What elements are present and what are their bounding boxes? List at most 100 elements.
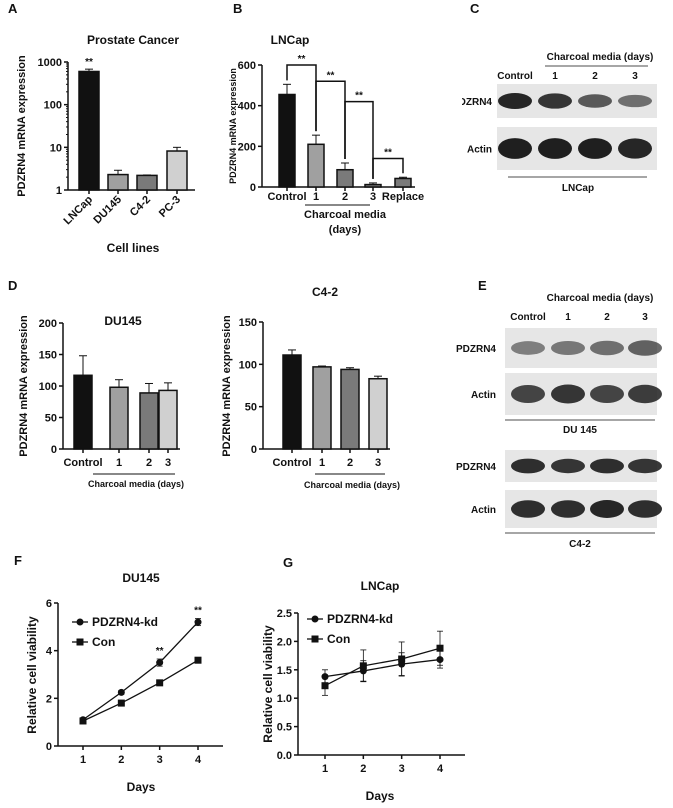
legend-marker — [76, 638, 84, 646]
blot-band — [551, 458, 585, 474]
data-point — [321, 682, 329, 690]
blot-band — [511, 384, 545, 404]
blot-cell-line: C4-2 — [569, 539, 591, 550]
x-tick-label: Control — [272, 457, 311, 469]
series-Con: Con — [307, 630, 444, 696]
legend-marker — [76, 618, 84, 626]
lane-label: 2 — [604, 312, 610, 323]
blot-band — [551, 384, 585, 404]
chart-F: DU145 Relative cell viability Days 0 2 4 6 1 2 3 4… — [25, 571, 223, 794]
x-tick-label: DU145 — [91, 194, 124, 227]
blot-row-label: Actin — [471, 505, 496, 516]
y-tick-label: 100 — [239, 359, 257, 371]
chart-title: LNCap — [361, 579, 400, 593]
x-tick-label: 3 — [165, 457, 171, 469]
lane-label: 2 — [592, 71, 598, 82]
y-tick-label: 0 — [51, 444, 57, 456]
bar-C4-2 — [136, 174, 158, 191]
x-tick-label: 1 — [80, 754, 86, 766]
blot-row-PDZRN4: PDZRN4 — [452, 84, 657, 118]
panel-label-C: C — [470, 1, 480, 16]
blot-band — [628, 458, 662, 474]
y-tick-label: 100 — [44, 100, 62, 112]
x-axis-label: Charcoal media — [304, 209, 387, 221]
chart-title: Prostate Cancer — [87, 33, 179, 47]
bar-3 — [158, 389, 178, 450]
panel-label-G: G — [283, 555, 293, 570]
blot-band — [538, 93, 572, 109]
y-axis-label: PDZRN4 mRNA expression — [221, 315, 233, 457]
series-line — [324, 647, 441, 687]
y-tick-label: 1.5 — [277, 665, 292, 677]
x-tick-label: 3 — [375, 457, 381, 469]
chart-G: LNCap Relative cell viability Days 0.0 0.5 1.… — [261, 579, 465, 803]
blot-row-label: Actin — [467, 145, 492, 156]
chart-title: DU145 — [122, 571, 160, 585]
bar-Replace — [394, 177, 412, 188]
y-tick-label: 10 — [50, 142, 62, 154]
series-line — [82, 659, 199, 722]
blot-group-C4-2: PDZRN4 Actin C4-2 — [456, 450, 662, 550]
blot-band — [628, 500, 662, 518]
y-tick-label: 150 — [239, 317, 257, 329]
y-tick-label: 0 — [46, 741, 52, 753]
y-tick-label: 0 — [251, 444, 257, 456]
x-tick-label: 1 — [116, 457, 122, 469]
chart-D1: DU145 PDZRN4 mRNA expression 0 50 100 150 200 C… — [18, 314, 184, 489]
x-tick-label: 3 — [370, 191, 376, 203]
blot-header: Charcoal media (days) — [547, 293, 654, 304]
series-Con: Con — [72, 635, 202, 725]
blot-cell-line: DU 145 — [563, 425, 597, 436]
x-axis-label: Days — [127, 780, 156, 794]
x-tick-label: 1 — [313, 191, 319, 203]
label-clip — [440, 90, 462, 108]
blot-band — [551, 500, 585, 518]
data-point — [156, 679, 164, 687]
blot-row-label: PDZRN4 — [456, 344, 496, 355]
x-tick-label: 3 — [157, 754, 163, 766]
x-axis-label: Charcoal media (days) — [304, 480, 400, 490]
x-tick-label: C4-2 — [128, 194, 153, 219]
significance-bracket — [344, 100, 374, 179]
y-axis-label: PDZRN4 mRNA expression — [16, 55, 28, 197]
bar-LNCap — [78, 70, 100, 191]
data-point — [398, 655, 406, 663]
blot-row-PDZRN4: PDZRN4 — [456, 328, 662, 368]
bar-2 — [139, 392, 159, 450]
chart-B: LNCap PDZRN4 mRNA expression 0 200 400 600 Con… — [228, 33, 424, 236]
blot-band — [551, 340, 585, 356]
bar-2 — [336, 168, 354, 188]
series-line — [82, 621, 199, 721]
legend-marker — [311, 635, 319, 643]
x-tick-label: 1 — [319, 457, 325, 469]
y-tick-label: 0.0 — [277, 750, 292, 762]
chart-title: LNCap — [271, 33, 310, 47]
lane-label: Control — [497, 71, 533, 82]
blot-band — [578, 94, 612, 108]
x-tick-label: 4 — [437, 763, 444, 775]
y-axis-label: PDZRN4 mRNA expression — [18, 315, 30, 457]
y-tick-label: 1000 — [38, 57, 62, 69]
data-point — [194, 656, 202, 664]
series-line — [324, 658, 441, 678]
bar-DU145 — [107, 173, 129, 191]
blot-row-Actin: Actin — [467, 127, 657, 170]
data-point — [117, 688, 125, 696]
x-axis-label: Charcoal media (days) — [88, 479, 184, 489]
blot-band — [618, 94, 652, 108]
x-axis-label: Cell lines — [107, 241, 160, 255]
data-point — [156, 659, 164, 667]
blot-row-label: PDZRN4 — [456, 462, 496, 473]
significance-mark: ** — [85, 57, 93, 68]
blot-band — [590, 340, 624, 356]
western-blot-C: Charcoal media (days) Control 1 2 3 PDZRN4 Act… — [440, 52, 657, 194]
blot-band — [628, 384, 662, 404]
blot-row-Actin: Actin — [471, 373, 662, 415]
legend-label: Con — [92, 635, 115, 649]
data-point — [117, 699, 125, 707]
y-tick-label: 200 — [39, 318, 57, 330]
x-axis-label: Days — [366, 789, 395, 803]
blot-row-label: Actin — [471, 390, 496, 401]
